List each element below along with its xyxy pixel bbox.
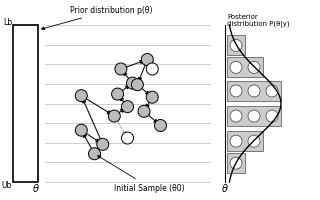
- Text: θ: θ: [33, 183, 39, 193]
- Circle shape: [155, 120, 166, 132]
- Circle shape: [248, 136, 260, 147]
- Circle shape: [230, 86, 242, 97]
- Circle shape: [266, 86, 278, 97]
- Circle shape: [146, 92, 158, 104]
- Circle shape: [248, 62, 260, 74]
- Bar: [227, 132, 263, 151]
- Text: Lb: Lb: [3, 18, 12, 27]
- Circle shape: [126, 78, 139, 90]
- Bar: [227, 82, 281, 101]
- Circle shape: [75, 90, 87, 102]
- Circle shape: [230, 136, 242, 147]
- Circle shape: [141, 54, 153, 66]
- Circle shape: [248, 111, 260, 122]
- Bar: [227, 107, 281, 126]
- Circle shape: [112, 89, 124, 101]
- Bar: [227, 36, 245, 56]
- Text: Ub: Ub: [2, 180, 12, 189]
- Text: Initial Sample (θ0): Initial Sample (θ0): [98, 156, 185, 192]
- Circle shape: [89, 148, 100, 160]
- Circle shape: [230, 111, 242, 122]
- Circle shape: [146, 64, 158, 76]
- Circle shape: [248, 86, 260, 97]
- Circle shape: [122, 132, 133, 144]
- Circle shape: [230, 157, 242, 169]
- Circle shape: [97, 139, 109, 151]
- Text: θ: θ: [222, 183, 228, 193]
- Text: Prior distribution p(θ): Prior distribution p(θ): [42, 6, 152, 30]
- Circle shape: [138, 106, 150, 118]
- Text: Posterior
distribution P(θ|y): Posterior distribution P(θ|y): [227, 14, 290, 28]
- Circle shape: [122, 101, 133, 113]
- Circle shape: [230, 62, 242, 74]
- Circle shape: [75, 125, 87, 137]
- Circle shape: [230, 40, 242, 52]
- Circle shape: [115, 64, 127, 76]
- Bar: [227, 153, 245, 173]
- Polygon shape: [13, 26, 38, 182]
- Circle shape: [266, 111, 278, 122]
- Circle shape: [132, 79, 143, 91]
- Bar: [227, 58, 263, 78]
- Circle shape: [108, 111, 120, 122]
